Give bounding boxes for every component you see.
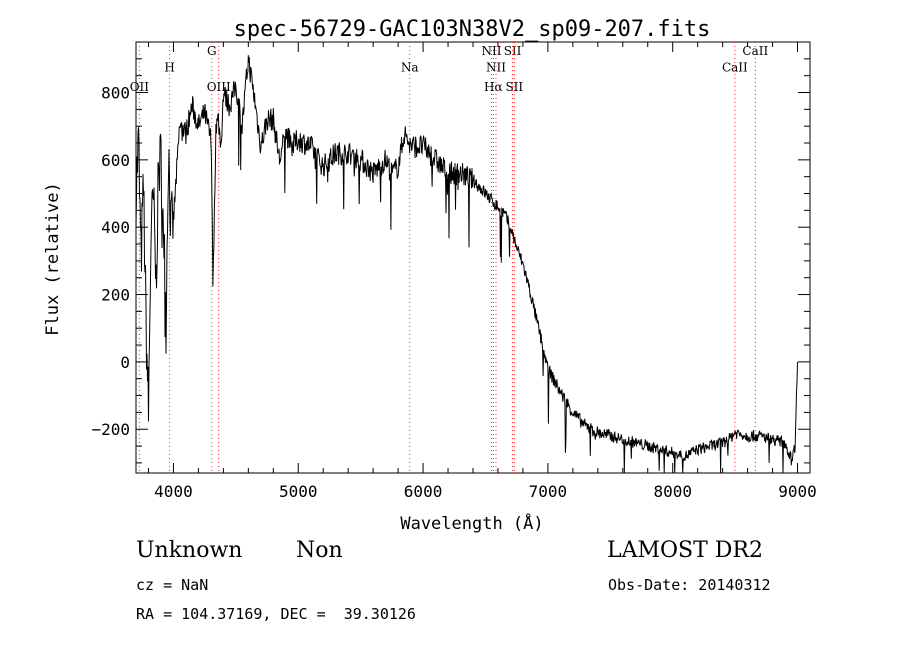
spectral-line-label: SII [505,80,523,94]
object-class: Unknown [136,538,243,563]
spectral-line-label: NII [481,44,501,58]
spectral-line-label: NII [486,61,506,75]
ra-dec-coordinates: RA = 104.37169, DEC = 39.30126 [136,605,416,623]
plot-frame [135,41,811,474]
y-axis: −200 0 200 400 600 800 [91,58,810,464]
x-tick-label: 5000 [279,482,318,501]
spectral-line-label: SII [504,44,522,58]
object-subclass: Non [296,538,343,563]
spectrum-line [135,55,798,474]
x-tick-label: 7000 [529,482,568,501]
chart-title: spec-56729-GAC103N38V2_sp09-207.fits [234,17,711,42]
survey-name: LAMOST DR2 [607,538,763,563]
y-tick-label: −200 [91,420,130,439]
spectral-line-label: Hα [484,80,503,94]
observation-date: Obs-Date: 20140312 [608,576,771,594]
spectral-line-label: OIII [207,80,231,94]
spectral-line-label: H [164,61,174,75]
y-tick-label: 800 [101,84,130,103]
y-tick-label: 200 [101,286,130,305]
x-tick-label: 4000 [154,482,193,501]
spectral-line-label: Na [401,61,419,75]
y-tick-label: 600 [101,151,130,170]
y-tick-label: 0 [120,353,130,372]
redshift-cz: cz = NaN [136,576,209,594]
spectral-line-label: OII [130,80,150,94]
spectral-line-label: CaII [742,44,768,58]
spectrum-series [135,55,798,474]
x-tick-label: 6000 [404,482,443,501]
y-axis-label: Flux (relative) [43,182,63,336]
spectral-line-label: G [207,44,217,58]
x-tick-label: 8000 [653,482,692,501]
y-tick-label: 400 [101,218,130,237]
spectral-line-label: CaII [722,61,748,75]
x-axis: 4000 5000 6000 7000 8000 9000 [147,42,817,501]
x-tick-label: 9000 [778,482,817,501]
x-axis-label: Wavelength (Å) [400,512,543,534]
